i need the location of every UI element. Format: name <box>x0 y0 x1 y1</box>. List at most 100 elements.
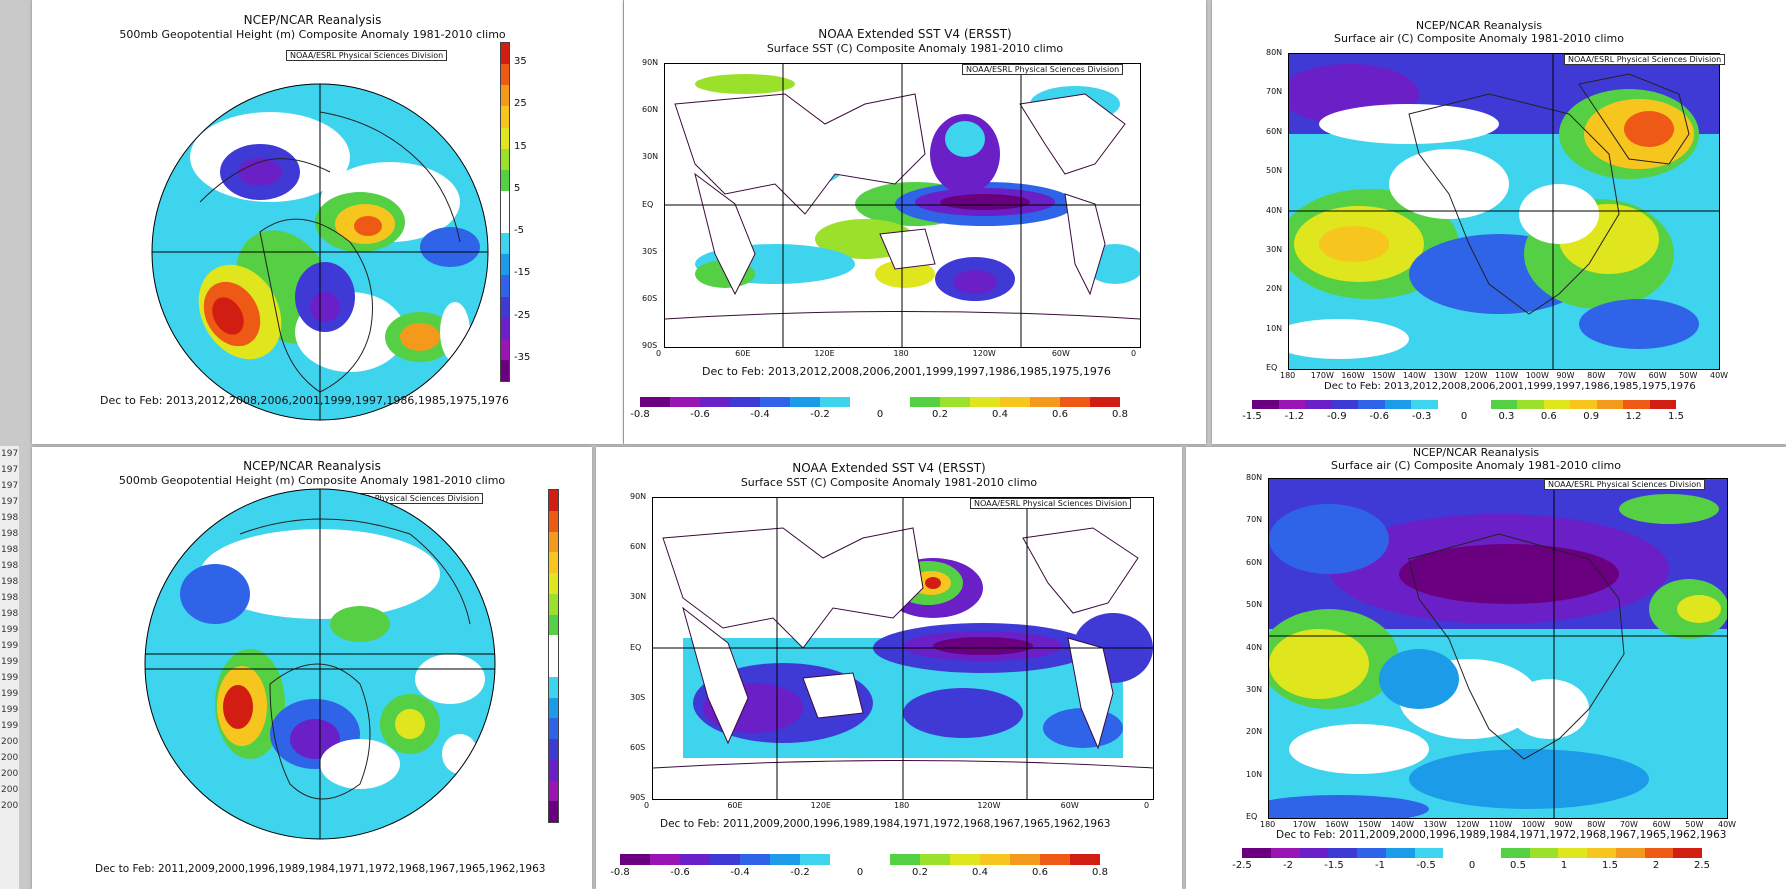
colorbar-swatch <box>1331 400 1358 409</box>
colorbar-swatch <box>549 614 558 636</box>
year-item: 197 <box>1 481 19 491</box>
year-item: 199 <box>1 673 19 683</box>
colorbar-swatch <box>980 854 1010 865</box>
colorbar-swatch <box>1615 848 1645 858</box>
colorbar-swatch <box>1443 848 1472 858</box>
colorbar-swatch <box>820 397 850 407</box>
lat-tick-label: EQ <box>1246 812 1258 821</box>
colorbar-label: 0.8 <box>1112 409 1128 420</box>
lon-tick-label: 0 <box>656 349 662 358</box>
lon-tick-label: 0 <box>1131 349 1137 358</box>
colorbar-swatch <box>1010 854 1040 865</box>
colorbar-label: -0.6 <box>690 409 710 420</box>
colorbar-swatch <box>1649 400 1676 409</box>
colorbar-swatch <box>890 854 920 865</box>
year-item: 198 <box>1 561 19 571</box>
lat-tick-label: 70N <box>1246 515 1263 525</box>
colorbar-swatch <box>1252 400 1279 409</box>
colorbar-swatch <box>1090 397 1120 407</box>
lat-tick-label: EQ <box>642 199 654 209</box>
sst-map <box>652 497 1154 800</box>
colorbar-swatch <box>620 854 650 865</box>
colorbar-swatch <box>1644 848 1674 858</box>
colorbar-swatch <box>700 397 730 407</box>
lat-tick-label: 30N <box>1246 684 1263 694</box>
colorbar-swatch <box>940 397 970 407</box>
panel-caption: Dec to Feb: 2011,2009,2000,1996,1989,198… <box>1276 829 1727 841</box>
colorbar-label: 0.4 <box>992 409 1008 420</box>
colorbar-swatch <box>1357 848 1386 858</box>
lon-tick-label: 170W <box>1310 371 1334 380</box>
lon-tick-label: 80W <box>1587 820 1606 829</box>
lon-tick-label: 180 <box>894 801 910 810</box>
colorbar-swatch <box>800 854 830 865</box>
colorbar-swatch <box>501 296 509 318</box>
year-item: 199 <box>1 705 19 715</box>
lat-tick-label: 80N <box>1246 473 1263 482</box>
colorbar-label: -5 <box>514 225 524 237</box>
colorbar-label: 0.8 <box>1092 867 1108 878</box>
colorbar-label: -0.4 <box>750 409 770 420</box>
colorbar-swatch <box>549 552 558 573</box>
colorbar-swatch <box>549 676 558 698</box>
lat-tick-label: 60N <box>1246 557 1263 567</box>
lon-tick-label: 100W <box>1525 371 1549 380</box>
panel-subtitle: Surface SST (C) Composite Anomaly 1981-2… <box>766 42 1064 55</box>
colorbar-swatch <box>549 739 558 760</box>
lon-tick-label: 90W <box>1556 371 1575 380</box>
colorbar-label: -0.4 <box>730 867 750 878</box>
lon-tick-label: 60W <box>1652 820 1671 829</box>
panel-title: NCEP/NCAR Reanalysis <box>1412 447 1540 459</box>
colorbar-label: 1.5 <box>1668 411 1684 422</box>
lat-tick-label: 60N <box>630 542 647 552</box>
colorbar-swatch <box>710 854 740 865</box>
year-item: 197 <box>1 465 19 475</box>
lon-tick-label: 90W <box>1554 820 1573 829</box>
lon-tick-label: 60W <box>1648 371 1667 380</box>
colorbar-label: 1.2 <box>1625 411 1642 422</box>
colorbar-swatch <box>970 397 1000 407</box>
panel-subtitle: 500mb Geopotential Height (m) Composite … <box>118 474 506 487</box>
colorbar-swatch <box>1570 400 1597 409</box>
colorbar-swatch <box>501 106 509 128</box>
colorbar-label: -25 <box>514 309 531 321</box>
lon-tick-label: 180 <box>1260 820 1276 829</box>
colorbar-swatch <box>850 397 880 407</box>
colorbar-swatch <box>650 854 680 865</box>
colorbar-swatch <box>1414 848 1444 858</box>
colorbar-swatch <box>1529 848 1559 858</box>
colorbar-swatch <box>1623 400 1650 409</box>
colorbar-swatch <box>501 212 509 234</box>
colorbar-swatch <box>1543 400 1570 409</box>
colorbar-label: -15 <box>514 267 531 279</box>
colorbar-label: -0.2 <box>810 409 830 420</box>
colorbar-swatch <box>501 233 509 255</box>
lon-tick-label: 140W <box>1390 820 1415 829</box>
colorbar <box>620 854 1100 865</box>
colorbar-swatch <box>549 718 558 739</box>
lon-tick-label: 140W <box>1402 371 1427 380</box>
colorbar-swatch <box>1411 400 1438 409</box>
colorbar-label: -1.5 <box>1324 860 1344 871</box>
panel-sst-bottom: NOAA Extended SST V4 (ERSST) Surface SST… <box>596 447 1182 889</box>
lon-tick-label: 160W <box>1341 371 1365 380</box>
lat-tick-label: EQ <box>630 642 642 652</box>
panel-caption: Dec to Feb: 2013,2012,2008,2006,2001,199… <box>100 394 509 407</box>
lon-tick-label: 100W <box>1521 820 1545 829</box>
colorbar-swatch <box>549 635 558 656</box>
colorbar-swatch <box>501 169 509 191</box>
lat-tick-label: 40N <box>1266 205 1283 215</box>
colorbar-label: 0.6 <box>1032 867 1048 878</box>
colorbar-label: 0.5 <box>1510 860 1526 871</box>
credit-label: NOAA/ESRL Physical Sciences Division <box>970 498 1132 509</box>
lon-tick-label: 180 <box>893 349 909 358</box>
panel-caption: Dec to Feb: 2011,2009,2000,1996,1989,198… <box>660 818 1111 830</box>
colorbar-swatch <box>680 854 710 865</box>
panel-caption: Dec to Feb: 2011,2009,2000,1996,1989,198… <box>95 863 546 875</box>
year-item: 198 <box>1 577 19 587</box>
colorbar-swatch <box>549 531 558 553</box>
year-item: 197 <box>1 449 19 459</box>
lon-tick-label: 110W <box>1489 820 1513 829</box>
year-item: 197 <box>1 497 19 507</box>
year-item: 200 <box>1 801 19 811</box>
